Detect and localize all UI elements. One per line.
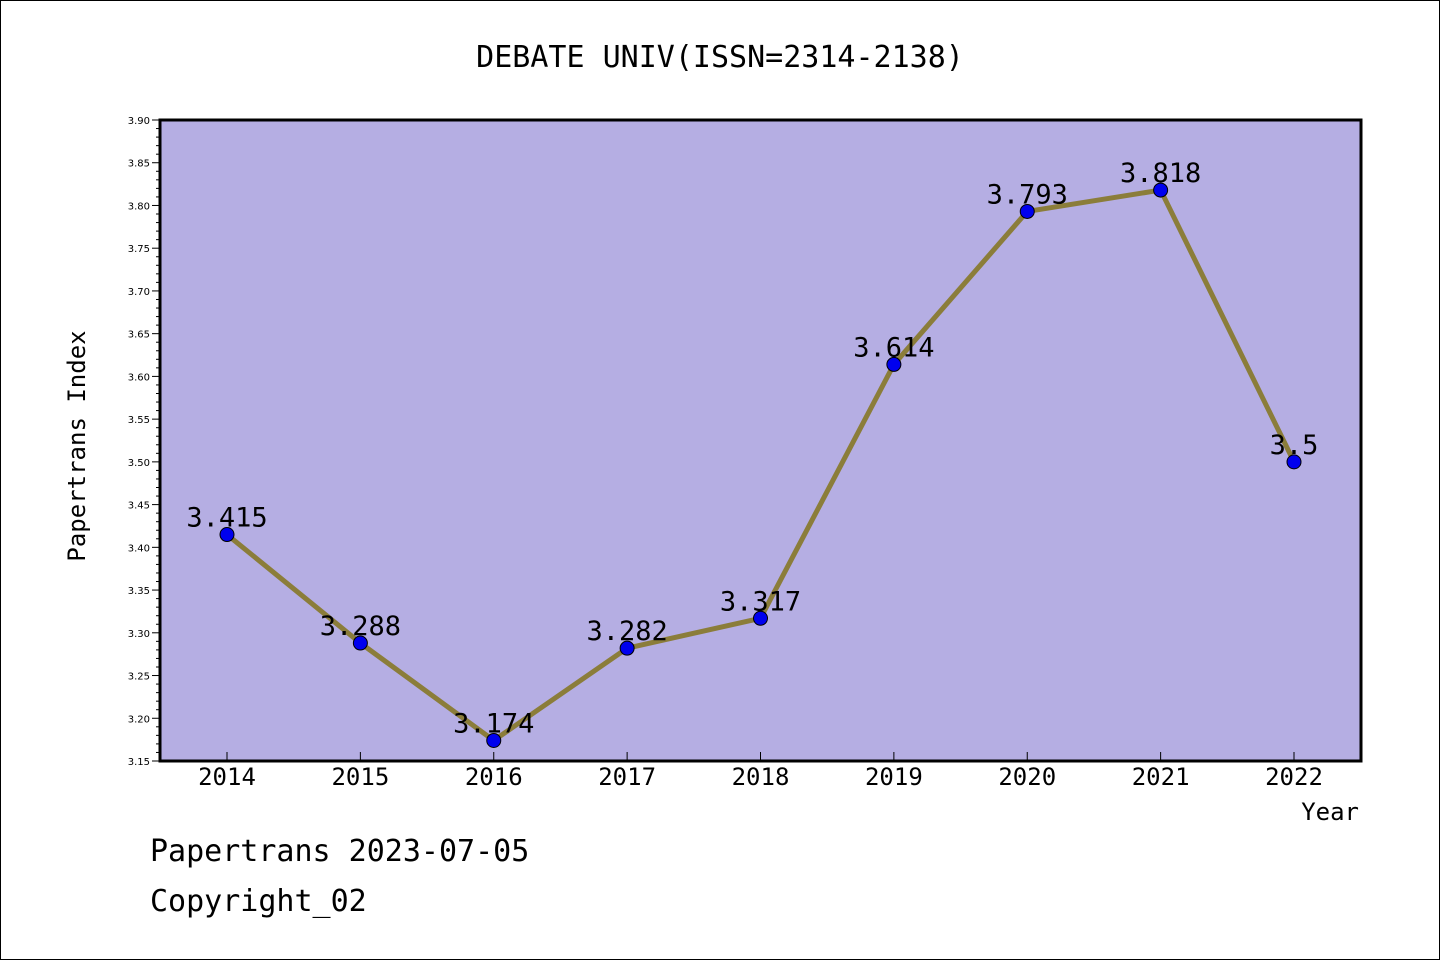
y-tick-label: 3.40 (128, 543, 150, 554)
data-label: 3.317 (720, 586, 801, 617)
data-label: 3.282 (586, 616, 667, 647)
y-tick-label: 3.70 (128, 287, 150, 298)
data-point (753, 610, 768, 626)
plot-area (158, 118, 1363, 763)
y-tick-label: 3.25 (128, 672, 150, 683)
x-tick-label: 2020 (998, 763, 1056, 791)
data-point (219, 527, 235, 543)
data-label: 3.5 (1270, 430, 1319, 461)
y-tick-label: 3.30 (128, 629, 150, 640)
x-tick-label: 2017 (598, 763, 656, 791)
y-tick-label: 3.50 (128, 458, 150, 469)
footer-date: Papertrans 2023-07-05 (150, 834, 530, 869)
series-group: 3.415 3.288 3.174 3.282 3.317 3.614 3.793 3.818… (186, 158, 1319, 748)
x-tick-label: 2014 (198, 763, 256, 791)
y-tick-label: 3.90 (128, 116, 150, 127)
x-axis-label: Year (1301, 798, 1359, 826)
chart-title: DEBATE UNIV(ISSN=2314-2138) (476, 40, 964, 75)
data-label: 3.793 (987, 179, 1068, 210)
y-tick-label: 3.75 (128, 244, 150, 255)
data-point (352, 635, 368, 651)
x-tick-label: 2019 (865, 763, 923, 791)
y-tick-label: 3.85 (128, 159, 150, 170)
data-label: 3.415 (186, 503, 267, 534)
x-tick-label: 2018 (732, 763, 790, 791)
y-tick-label: 3.65 (128, 330, 150, 341)
data-point (486, 732, 502, 748)
data-point (886, 356, 902, 372)
x-tick-label: 2016 (465, 763, 523, 791)
x-tick-label: 2015 (331, 763, 389, 791)
y-tick-label: 3.45 (128, 501, 150, 512)
x-tick-label: 2022 (1265, 763, 1323, 791)
y-axis-ticks: 3.15 3.20 3.25 3.30 3.35 3.40 3.45 3.50 3.55 3.60… (128, 116, 160, 768)
data-point (1286, 454, 1302, 470)
data-point (1153, 182, 1169, 198)
data-label: 3.174 (453, 708, 534, 739)
data-point (619, 640, 635, 656)
data-label: 3.614 (853, 332, 934, 363)
y-tick-label: 3.20 (128, 714, 150, 725)
y-tick-label: 3.60 (128, 372, 150, 383)
y-tick-label: 3.35 (128, 586, 150, 597)
y-tick-label: 3.15 (128, 757, 150, 768)
y-axis-label: Papertrans Index (63, 330, 91, 561)
y-tick-label: 3.55 (128, 415, 150, 426)
y-tick-label: 3.80 (128, 201, 150, 212)
x-axis-ticks: 2014 2015 2016 2017 2018 2019 2020 2021 2022 (198, 752, 1323, 791)
data-point (1019, 203, 1035, 219)
data-label: 3.818 (1120, 158, 1201, 189)
data-label: 3.288 (320, 611, 401, 642)
footer-copyright: Copyright_02 (150, 884, 367, 919)
x-tick-label: 2021 (1132, 763, 1190, 791)
